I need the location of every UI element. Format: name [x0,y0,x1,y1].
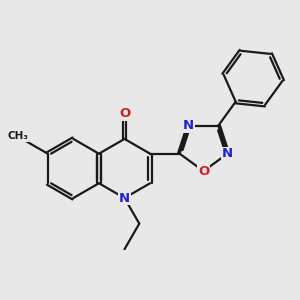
Text: N: N [222,147,233,160]
Text: O: O [198,165,209,178]
Text: O: O [119,107,130,120]
Text: CH₃: CH₃ [7,131,28,141]
Text: N: N [183,119,194,132]
Text: N: N [119,191,130,205]
